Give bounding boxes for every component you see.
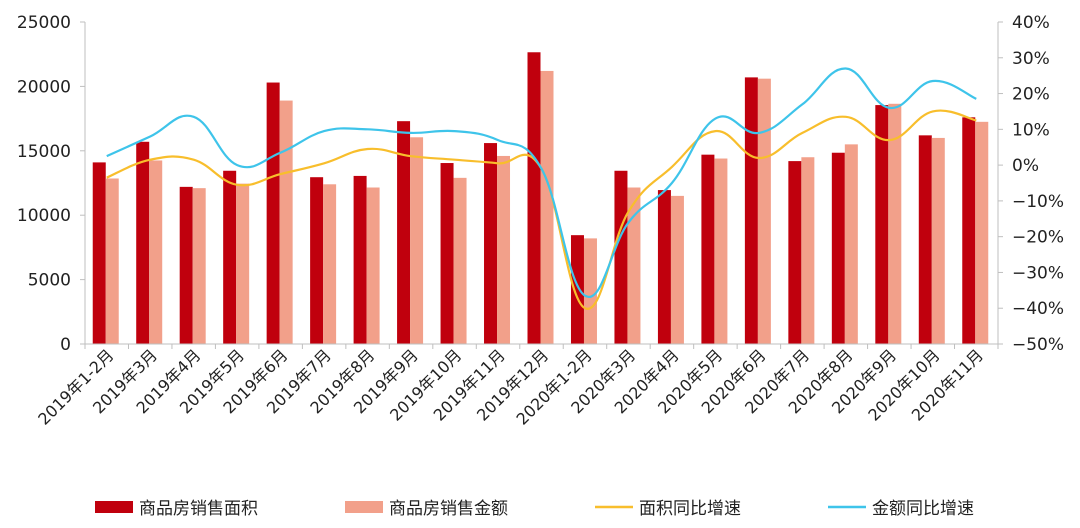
bar-area xyxy=(527,52,541,344)
bar-amount xyxy=(366,187,380,344)
legend-label: 商品房销售面积 xyxy=(139,499,258,519)
legend-swatch-bar xyxy=(345,501,383,513)
legend: 商品房销售面积 商品房销售金额 面积同比增速 金额同比增速 xyxy=(95,499,974,519)
line-amount-growth xyxy=(106,67,977,299)
bar-area xyxy=(484,143,498,344)
legend-label: 面积同比增速 xyxy=(639,499,741,519)
left-tick-label: 5000 xyxy=(28,271,71,291)
bar-amount xyxy=(670,195,684,344)
right-tick-label: −40% xyxy=(1012,299,1064,319)
legend-label: 金额同比增速 xyxy=(872,499,974,519)
legend-swatch-bar xyxy=(95,501,133,513)
bar-amount xyxy=(931,137,945,344)
bar-amount xyxy=(583,238,597,344)
bar-amount xyxy=(279,100,293,345)
bar-area xyxy=(136,141,150,344)
bar-area xyxy=(701,154,715,344)
bar-amount xyxy=(410,137,424,344)
left-tick-label: 0 xyxy=(60,335,71,355)
left-tick-label: 20000 xyxy=(17,77,71,97)
bar-amount xyxy=(540,70,554,344)
bar-area xyxy=(875,105,889,345)
left-tick-label: 15000 xyxy=(17,142,71,162)
bar-area xyxy=(353,175,367,344)
bar-area xyxy=(570,235,584,344)
bar-amount xyxy=(192,188,206,344)
right-tick-label: 40% xyxy=(1012,13,1050,33)
bar-area xyxy=(614,170,628,344)
bar-area xyxy=(962,117,976,344)
bar-amount xyxy=(149,160,163,344)
bar-area xyxy=(92,162,106,344)
left-tick-label: 25000 xyxy=(17,13,71,33)
left-tick-label: 10000 xyxy=(17,206,71,226)
bar-area xyxy=(744,77,758,344)
bar-amount xyxy=(801,157,815,344)
bar-amount xyxy=(236,183,250,344)
bar-area xyxy=(657,190,671,344)
bar-amount xyxy=(105,178,119,344)
bar-series-group xyxy=(92,52,989,345)
bar-area xyxy=(310,177,324,344)
right-tick-label: 10% xyxy=(1012,120,1050,140)
right-tick-label: 20% xyxy=(1012,85,1050,105)
bar-amount xyxy=(453,177,467,344)
bar-area xyxy=(223,170,237,344)
bar-area xyxy=(266,82,280,344)
bar-amount xyxy=(757,78,771,344)
bar-area xyxy=(918,135,932,344)
right-tick-label: 30% xyxy=(1012,49,1050,69)
right-tick-label: −10% xyxy=(1012,192,1064,212)
bar-area xyxy=(179,186,193,344)
bar-area xyxy=(440,163,454,344)
bar-amount xyxy=(627,187,641,344)
right-tick-label: −30% xyxy=(1012,263,1064,283)
right-tick-label: 0% xyxy=(1012,156,1039,176)
bar-amount xyxy=(975,121,989,344)
right-tick-label: −20% xyxy=(1012,228,1064,248)
bar-amount xyxy=(844,144,858,344)
legend-label: 商品房销售金额 xyxy=(389,499,508,519)
bar-area xyxy=(788,161,802,344)
bar-amount xyxy=(497,155,511,344)
line-series-group xyxy=(106,67,977,310)
bar-amount xyxy=(888,103,902,345)
bar-area xyxy=(397,121,411,345)
bar-amount xyxy=(714,158,728,344)
bar-amount xyxy=(323,184,337,344)
right-tick-label: −50% xyxy=(1012,335,1064,355)
bar-area xyxy=(831,152,845,344)
